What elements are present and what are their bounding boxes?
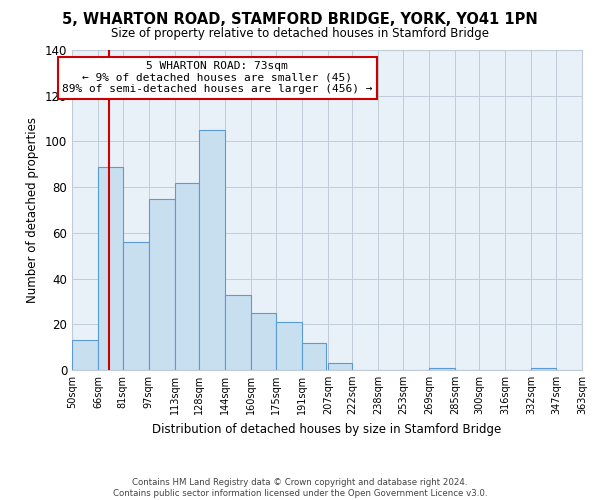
Y-axis label: Number of detached properties: Number of detached properties <box>26 117 39 303</box>
Bar <box>98 166 122 370</box>
Bar <box>302 342 326 370</box>
Bar <box>532 368 556 370</box>
X-axis label: Distribution of detached houses by size in Stamford Bridge: Distribution of detached houses by size … <box>152 422 502 436</box>
Bar <box>199 130 225 370</box>
Bar <box>175 182 199 370</box>
Bar <box>275 322 302 370</box>
Bar <box>328 363 352 370</box>
Bar <box>122 242 149 370</box>
Bar <box>72 340 98 370</box>
Bar <box>429 368 455 370</box>
Bar <box>225 294 251 370</box>
Bar <box>149 198 175 370</box>
Text: 5 WHARTON ROAD: 73sqm
← 9% of detached houses are smaller (45)
89% of semi-detac: 5 WHARTON ROAD: 73sqm ← 9% of detached h… <box>62 61 373 94</box>
Text: Contains HM Land Registry data © Crown copyright and database right 2024.
Contai: Contains HM Land Registry data © Crown c… <box>113 478 487 498</box>
Text: Size of property relative to detached houses in Stamford Bridge: Size of property relative to detached ho… <box>111 28 489 40</box>
Bar <box>251 313 275 370</box>
Text: 5, WHARTON ROAD, STAMFORD BRIDGE, YORK, YO41 1PN: 5, WHARTON ROAD, STAMFORD BRIDGE, YORK, … <box>62 12 538 28</box>
